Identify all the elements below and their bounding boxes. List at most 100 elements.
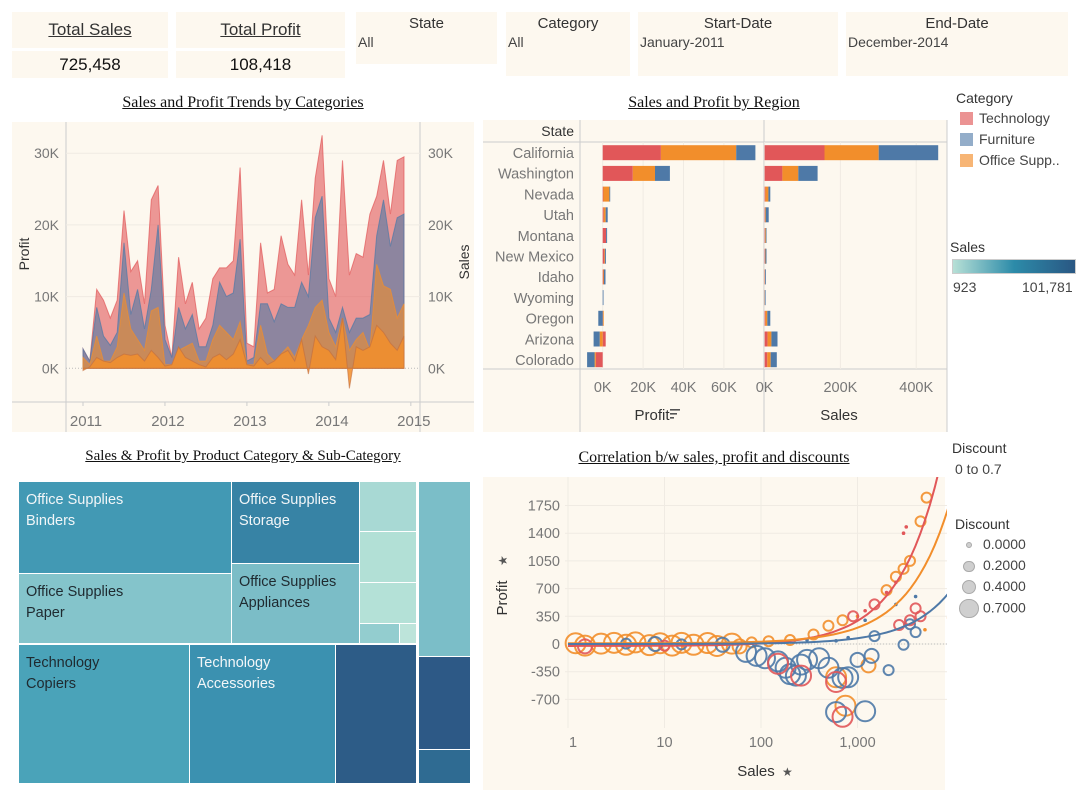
state-label: Washington: [498, 167, 574, 183]
scatter-point: [745, 644, 768, 667]
treemap-cell[interactable]: [418, 656, 471, 750]
start-date-filter-value[interactable]: January-2011: [640, 34, 725, 50]
legend-item-furniture[interactable]: Furniture: [960, 131, 1035, 147]
category-filter-value[interactable]: All: [508, 34, 524, 50]
cell-sub-category: Paper: [26, 605, 65, 621]
discount-size-item: 0.4000: [958, 578, 1026, 595]
legend-label: Technology: [979, 110, 1050, 126]
bar-technology: [602, 165, 633, 181]
legend-label: Office Supp..: [979, 152, 1060, 168]
state-filter-value[interactable]: All: [358, 34, 374, 50]
scatter-point: [893, 619, 906, 632]
y-tick-label: 0: [552, 637, 560, 653]
bar-office-supplies: [599, 331, 603, 347]
scatter-point: [854, 700, 877, 723]
bar-furniture: [765, 228, 767, 243]
x-tick-label: 1: [569, 735, 577, 751]
discount-size-item: 0.7000: [958, 599, 1026, 619]
sort-descending-icon: [670, 409, 680, 411]
bar-furniture: [765, 207, 769, 223]
x-tick-label: 2014: [315, 413, 348, 430]
bar-furniture: [798, 165, 818, 181]
bar-technology: [764, 186, 766, 202]
scatter-title: Correlation b/w sales, profit and discou…: [578, 449, 850, 466]
size-circle-icon: [959, 599, 979, 619]
category-filter[interactable]: Category All: [506, 12, 630, 76]
y-tick-label: 1050: [528, 554, 560, 570]
state-filter[interactable]: State All: [356, 12, 497, 64]
y2-tick-label: 10K: [428, 289, 454, 305]
size-label: 0.7000: [982, 599, 1026, 616]
trend-chart-title: Sales and Profit Trends by Categories: [122, 94, 364, 111]
measure-label: Sales: [820, 407, 858, 424]
bar-technology: [764, 145, 825, 161]
bar-office-supplies: [604, 248, 606, 264]
legend-item-technology[interactable]: Technology: [960, 110, 1050, 126]
treemap-cell[interactable]: [418, 749, 471, 784]
scatter-point: [847, 610, 860, 623]
y2-tick-label: 20K: [428, 217, 454, 233]
bar-technology: [764, 310, 766, 326]
bar-technology: [602, 248, 605, 264]
scatter-point: [831, 705, 854, 728]
bar-furniture: [878, 145, 939, 161]
scatter-point: [807, 628, 820, 641]
treemap-cell[interactable]: [335, 644, 417, 784]
x-tick-label: 100: [749, 735, 773, 751]
scatter-point: [817, 656, 840, 679]
bar-technology: [602, 269, 604, 285]
y2-tick-label: 30K: [428, 145, 454, 161]
treemap-cell-binders[interactable]: Office Supplies Binders: [18, 481, 232, 574]
bar-technology: [602, 331, 606, 347]
state-label: Arizona: [525, 332, 575, 348]
legend-item-office-supplies[interactable]: Office Supp..: [960, 152, 1060, 168]
treemap-cell[interactable]: [359, 481, 417, 532]
state-label: Wyoming: [514, 291, 574, 307]
treemap-cell[interactable]: [359, 531, 417, 583]
start-date-filter[interactable]: Start-Date January-2011: [638, 12, 838, 76]
treemap-cell-paper[interactable]: Office Supplies Paper: [18, 573, 232, 644]
category-filter-title: Category: [537, 15, 599, 32]
size-circle-icon: [963, 560, 975, 572]
cell-category: Technology: [197, 655, 271, 671]
x-tick-label: 60K: [711, 380, 737, 396]
scatter-point: [897, 562, 910, 575]
y-tick-label: 20K: [34, 217, 60, 233]
treemap-cell[interactable]: [418, 481, 471, 657]
size-circle-icon: [961, 580, 977, 595]
treemap-cell-storage[interactable]: Office Supplies Storage: [231, 481, 360, 564]
scatter-marks: [564, 477, 947, 728]
treemap-cell[interactable]: [399, 623, 417, 644]
bar-technology: [602, 228, 607, 243]
total-profit-label: Total Profit: [220, 20, 301, 39]
total-sales-label: Total Sales: [48, 20, 132, 39]
bar-office-supplies: [632, 165, 655, 181]
treemap-cell-appliances[interactable]: Office Supplies Appliances: [231, 563, 360, 644]
bar-office-supplies: [765, 310, 768, 326]
treemap-cell-accessories[interactable]: Technology Accessories: [189, 644, 336, 784]
scatter-point: [863, 608, 867, 613]
cell-sub-category: Appliances: [239, 595, 310, 611]
bar-furniture: [598, 310, 603, 326]
end-date-filter-value[interactable]: December-2014: [848, 34, 949, 50]
y2-axis-label: Sales: [456, 244, 472, 279]
size-label: 0.4000: [982, 578, 1026, 594]
treemap-cell-copiers[interactable]: Technology Copiers: [18, 644, 190, 784]
scatter-point: [825, 670, 848, 693]
technology-swatch: [960, 112, 973, 125]
discount-filter-range[interactable]: 0 to 0.7: [955, 461, 1002, 477]
x-tick-label: 40K: [671, 380, 697, 396]
cell-category: Office Supplies: [239, 492, 337, 508]
x-tick-label: 0K: [756, 380, 774, 396]
row-header: State: [541, 123, 574, 139]
bar-furniture: [606, 228, 608, 243]
scatter-point: [863, 647, 880, 664]
x-tick-label: 10: [656, 735, 672, 751]
bar-furniture: [655, 165, 670, 181]
bar-technology: [764, 331, 768, 347]
end-date-filter[interactable]: End-Date December-2014: [846, 12, 1068, 76]
state-label: Nevada: [524, 187, 575, 203]
y-tick-label: 10K: [34, 289, 60, 305]
scatter-point: [863, 618, 867, 623]
y-tick-label: 350: [536, 609, 560, 625]
